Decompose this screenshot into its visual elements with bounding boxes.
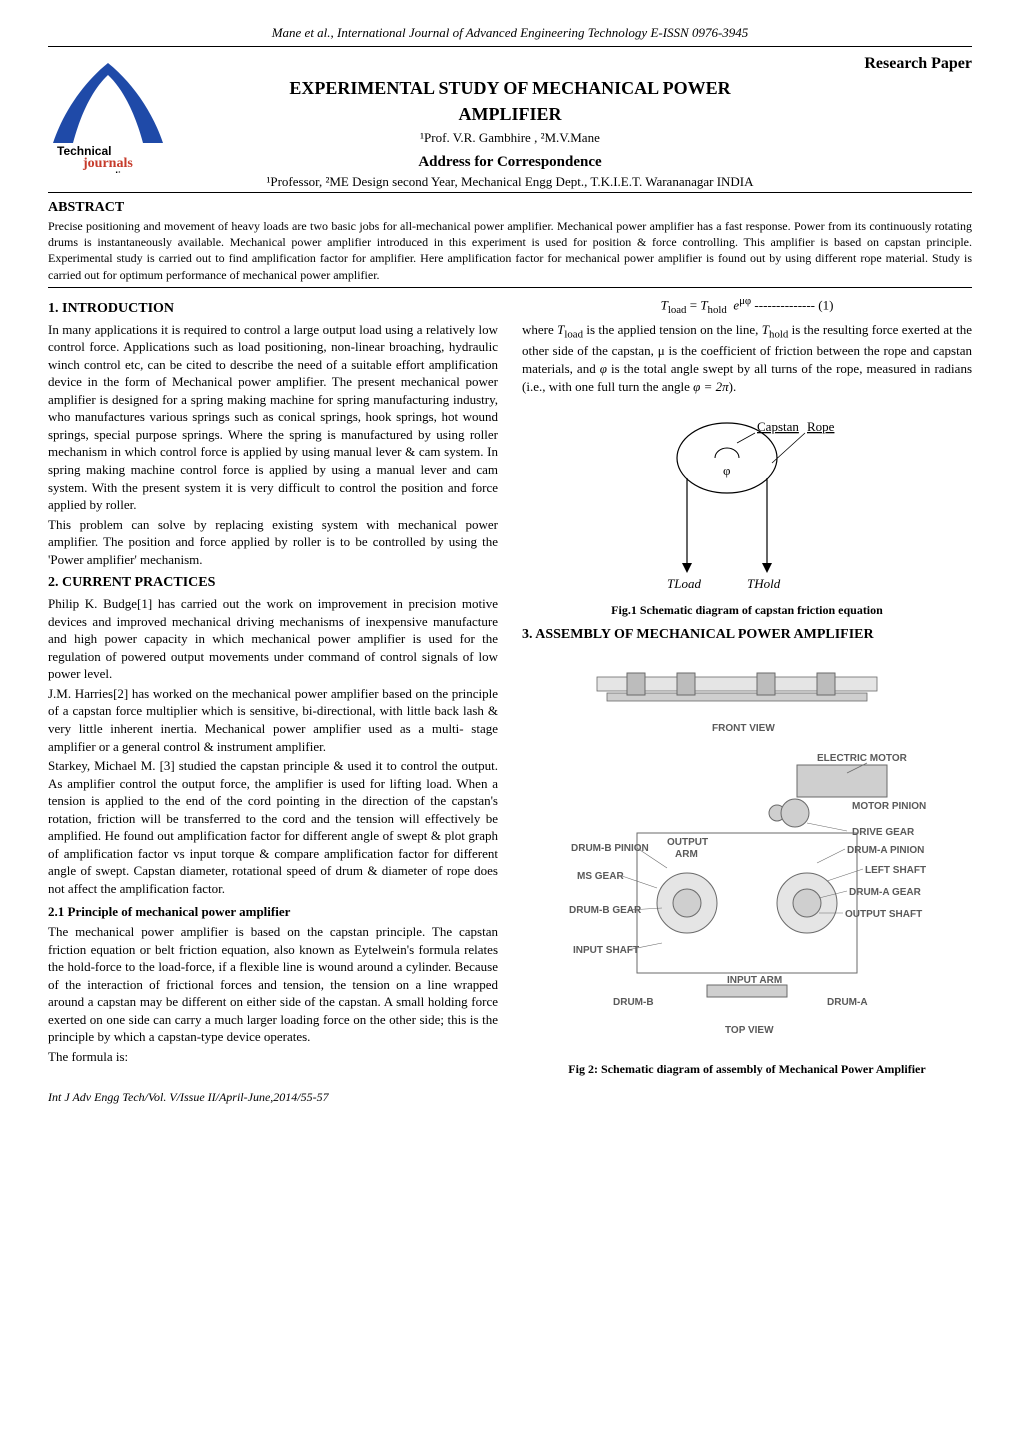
affiliation: ¹Professor, ²ME Design second Year, Mech… xyxy=(48,173,972,191)
section-2-para-2: J.M. Harries[2] has worked on the mechan… xyxy=(48,685,498,755)
formula-where: where xyxy=(522,322,557,337)
svg-text:Rope: Rope xyxy=(807,419,835,434)
svg-text:DRIVE GEAR: DRIVE GEAR xyxy=(852,827,915,838)
figure-1-caption: Fig.1 Schematic diagram of capstan frict… xyxy=(522,602,972,618)
logo-text-online: online.com xyxy=(103,171,156,173)
figure-2-caption: Fig 2: Schematic diagram of assembly of … xyxy=(522,1061,972,1077)
svg-text:LEFT SHAFT: LEFT SHAFT xyxy=(865,865,926,876)
authors: ¹Prof. V.R. Gambhire , ²M.V.Mane xyxy=(48,129,972,147)
svg-text:FRONT VIEW: FRONT VIEW xyxy=(712,723,775,734)
svg-text:ARM: ARM xyxy=(675,849,698,860)
svg-text:DRUM-A PINION: DRUM-A PINION xyxy=(847,845,924,856)
formula-txt-e: ). xyxy=(729,379,737,394)
figure-2: FRONT VIEW ELECTRIC MOTOR MOTOR PINION D… xyxy=(522,653,972,1078)
svg-text:TLoad: TLoad xyxy=(667,576,701,591)
page-footer: Int J Adv Engg Tech/Vol. V/Issue II/Apri… xyxy=(48,1089,972,1105)
two-column-body: 1. INTRODUCTION In many applications it … xyxy=(48,294,972,1078)
svg-text:OUTPUT: OUTPUT xyxy=(667,837,708,848)
figure-1: φ Capstan Rope TLoad THold Fig.1 Schemat… xyxy=(522,403,972,618)
svg-text:TOP VIEW: TOP VIEW xyxy=(725,1025,774,1036)
paper-title-line1: EXPERIMENTAL STUDY OF MECHANICAL POWER xyxy=(178,76,842,100)
formula-head: The formula is: xyxy=(48,1048,498,1066)
svg-text:DRUM-A: DRUM-A xyxy=(827,997,868,1008)
section-3-head: 3. ASSEMBLY OF MECHANICAL POWER AMPLIFIE… xyxy=(522,626,972,645)
logo-text-journals: journals xyxy=(82,156,133,171)
svg-text:φ: φ xyxy=(723,463,731,478)
formula-explanation: where Tload is the applied tension on th… xyxy=(522,321,972,395)
address-head: Address for Correspondence xyxy=(48,152,972,172)
svg-text:ELECTRIC MOTOR: ELECTRIC MOTOR xyxy=(817,753,908,764)
section-2-head: 2. CURRENT PRACTICES xyxy=(48,574,498,593)
svg-text:DRUM-B GEAR: DRUM-B GEAR xyxy=(569,905,642,916)
journal-logo: Technical journals online.com xyxy=(48,53,168,173)
section-2-para-1: Philip K. Budge[1] has carried out the w… xyxy=(48,595,498,683)
svg-text:DRUM-B: DRUM-B xyxy=(613,997,654,1008)
section-1-head: 1. INTRODUCTION xyxy=(48,300,498,319)
svg-text:DRUM-A GEAR: DRUM-A GEAR xyxy=(849,887,922,898)
section-1-para-2: This problem can solve by replacing exis… xyxy=(48,516,498,569)
svg-text:Capstan: Capstan xyxy=(757,419,799,434)
top-rule xyxy=(48,46,972,47)
running-head: Mane et al., International Journal of Ad… xyxy=(48,24,972,42)
header-block: Technical journals online.com Research P… xyxy=(48,53,972,191)
abstract-body: Precise positioning and movement of heav… xyxy=(48,218,972,283)
svg-text:MOTOR PINION: MOTOR PINION xyxy=(852,801,926,812)
section-2-1-para-1: The mechanical power amplifier is based … xyxy=(48,923,498,1046)
abstract-head: ABSTRACT xyxy=(48,199,972,218)
section-2-1-head: 2.1 Principle of mechanical power amplif… xyxy=(48,903,498,921)
abstract-rule xyxy=(48,287,972,288)
section-1-para-1: In many applications it is required to c… xyxy=(48,321,498,514)
paper-title-line2: AMPLIFIER xyxy=(178,102,842,126)
equation-1: Tload = Thold eμφ -------------- (1) xyxy=(522,294,972,318)
svg-text:INPUT ARM: INPUT ARM xyxy=(727,975,782,986)
svg-text:THold: THold xyxy=(747,576,781,591)
affil-rule xyxy=(48,192,972,193)
svg-text:MS GEAR: MS GEAR xyxy=(577,871,624,882)
svg-text:INPUT SHAFT: INPUT SHAFT xyxy=(573,945,639,956)
section-2-para-3: Starkey, Michael M. [3] studied the caps… xyxy=(48,757,498,897)
formula-txt-b: is the applied tension on the line, xyxy=(583,322,762,337)
research-paper-label: Research Paper xyxy=(48,53,972,75)
